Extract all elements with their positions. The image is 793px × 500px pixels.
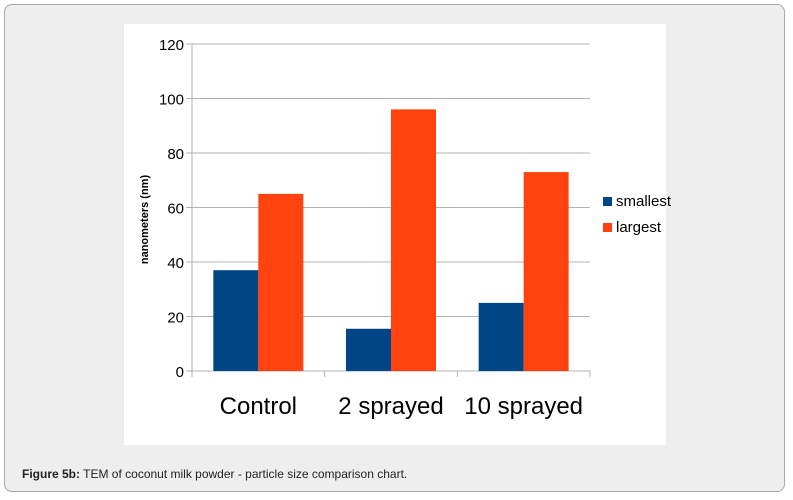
legend-label-largest: largest (616, 219, 662, 236)
y-tick-label: 60 (167, 201, 184, 218)
caption-text: TEM of coconut milk powder - particle si… (80, 467, 408, 481)
bar-largest (258, 193, 304, 371)
legend-label-smallest: smallest (616, 193, 672, 210)
legend-swatch-smallest (603, 197, 612, 206)
x-tick-label: 10 sprayed (464, 393, 583, 420)
x-tick-label: 2 sprayed (338, 393, 443, 420)
y-axis-title: nanometers (nm) (139, 175, 151, 265)
bar-smallest (213, 270, 259, 371)
legend-swatch-largest (603, 223, 612, 232)
y-tick-label: 80 (167, 146, 184, 163)
y-tick-label: 100 (159, 92, 184, 109)
bar-layer (213, 109, 569, 372)
y-tick-label: 0 (176, 364, 184, 381)
bar-largest (391, 109, 436, 372)
caption-label: Figure 5b: (22, 467, 81, 481)
y-tick-label: 40 (167, 255, 184, 272)
legend: smallest largest (603, 193, 672, 236)
y-tick-label: 20 (167, 310, 184, 327)
figure-caption: Figure 5b: TEM of coconut milk powder - … (22, 467, 407, 481)
bar-smallest (346, 328, 391, 371)
y-tick-label: 120 (159, 37, 184, 54)
bar-largest (523, 172, 569, 371)
x-tick-label: Control (220, 393, 297, 420)
label-layer: 0 20 40 60 80 100 120 Control 2 sprayed 10 spraye… (139, 37, 583, 420)
bar-smallest (478, 302, 524, 371)
